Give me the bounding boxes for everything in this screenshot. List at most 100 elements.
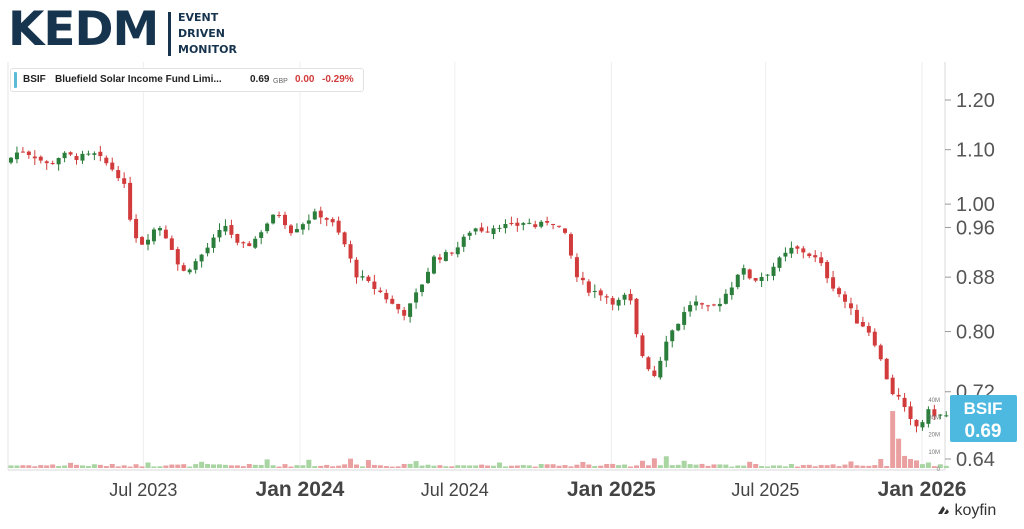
candle-body: [366, 276, 371, 282]
candle-body: [235, 234, 240, 243]
volume-bar: [937, 464, 943, 468]
volume-bar: [348, 458, 354, 468]
candle-body: [44, 161, 49, 164]
y-tick-label: 1.10: [956, 140, 995, 162]
candle-body: [402, 309, 407, 316]
candle-body: [825, 261, 830, 279]
candle-body: [199, 254, 204, 262]
volume-bar: [276, 466, 282, 468]
volume-bar: [318, 465, 324, 468]
volume-bar: [336, 465, 342, 468]
candle-body: [914, 419, 919, 427]
candle-body: [80, 153, 85, 161]
candle-body: [676, 323, 681, 331]
volume-bar: [520, 465, 526, 468]
volume-bar: [85, 465, 91, 468]
volume-bar: [371, 464, 377, 468]
y-tick-label: 1.20: [956, 90, 995, 112]
candle-body: [372, 281, 377, 289]
volume-tick-label: 30M: [928, 415, 940, 421]
volume-bar: [580, 461, 586, 468]
candle-body: [646, 357, 651, 370]
candle-body: [747, 269, 752, 279]
candle-body: [545, 221, 550, 223]
candle-body: [425, 271, 430, 284]
volume-bar: [908, 459, 914, 468]
candle-body: [807, 253, 812, 257]
candle-body: [229, 225, 234, 235]
volume-bar: [633, 465, 639, 468]
volume-bar: [44, 465, 50, 468]
candle-body: [896, 394, 901, 397]
candle-body: [443, 252, 448, 261]
volume-bar: [127, 466, 133, 468]
volume-bar: [401, 463, 407, 468]
volume-bar: [431, 465, 437, 468]
koyfin-brand: koyfin: [936, 502, 996, 520]
candle-body: [574, 257, 579, 278]
candle-body: [68, 152, 73, 155]
volume-bars: [8, 411, 949, 468]
brand-label: koyfin: [954, 502, 997, 519]
volume-bar: [79, 465, 85, 468]
volume-tick-label: 10M: [928, 450, 940, 456]
volume-bar: [97, 464, 103, 468]
volume-bar: [705, 465, 711, 468]
candle-body: [50, 162, 55, 164]
volume-bar: [931, 466, 937, 468]
volume-bar: [651, 458, 657, 468]
candle-body: [795, 246, 800, 249]
candle-body: [628, 293, 633, 301]
x-tick-label: Jul 2023: [109, 480, 177, 500]
volume-bar: [365, 460, 371, 468]
volume-bar: [163, 465, 169, 468]
volume-bar: [14, 465, 20, 468]
volume-bar: [878, 459, 884, 468]
candle-body: [604, 296, 609, 298]
volume-bar: [181, 464, 187, 468]
candle-body: [449, 252, 454, 254]
candle-body: [598, 290, 603, 296]
volume-bar: [139, 466, 145, 468]
volume-bar: [32, 466, 38, 468]
price-tag-price: 0.69: [965, 421, 1002, 442]
candle-body: [134, 218, 139, 239]
volume-bar: [473, 465, 479, 468]
candle-body: [682, 312, 687, 325]
volume-bar: [449, 466, 455, 468]
volume-bar: [776, 465, 782, 468]
volume-bar: [610, 463, 616, 468]
candle-body: [378, 290, 383, 293]
volume-bar: [598, 465, 604, 468]
volume-bar: [443, 466, 449, 468]
volume-bar: [157, 466, 163, 468]
series-color-marker: [14, 72, 17, 88]
candle-body: [455, 247, 460, 255]
candle-body: [294, 229, 299, 233]
candle-body: [437, 257, 442, 260]
logo-line-event: EVENT: [178, 11, 219, 24]
volume-bar: [735, 465, 741, 468]
volume-bar: [872, 465, 878, 468]
volume-bar: [771, 465, 777, 468]
volume-bar: [556, 465, 562, 468]
candle-body: [390, 298, 395, 304]
candle-body: [74, 156, 79, 160]
candles: [8, 145, 949, 433]
candle-body: [568, 234, 573, 256]
info-currency: GBP: [273, 78, 288, 85]
candle-body: [837, 288, 842, 295]
candle-body: [312, 211, 317, 220]
security-info-box[interactable]: BSIF Bluefield Solar Income Fund Limi...…: [10, 68, 364, 92]
volume-bar: [562, 465, 568, 468]
candle-body: [253, 238, 258, 248]
candle-body: [485, 231, 490, 233]
candle-body: [622, 294, 627, 300]
candle-body: [902, 397, 907, 408]
y-tick-label: 1.00: [956, 194, 995, 216]
candle-body: [872, 331, 877, 346]
candle-body: [241, 242, 246, 244]
candle-body: [515, 222, 520, 226]
volume-bar: [943, 465, 949, 468]
